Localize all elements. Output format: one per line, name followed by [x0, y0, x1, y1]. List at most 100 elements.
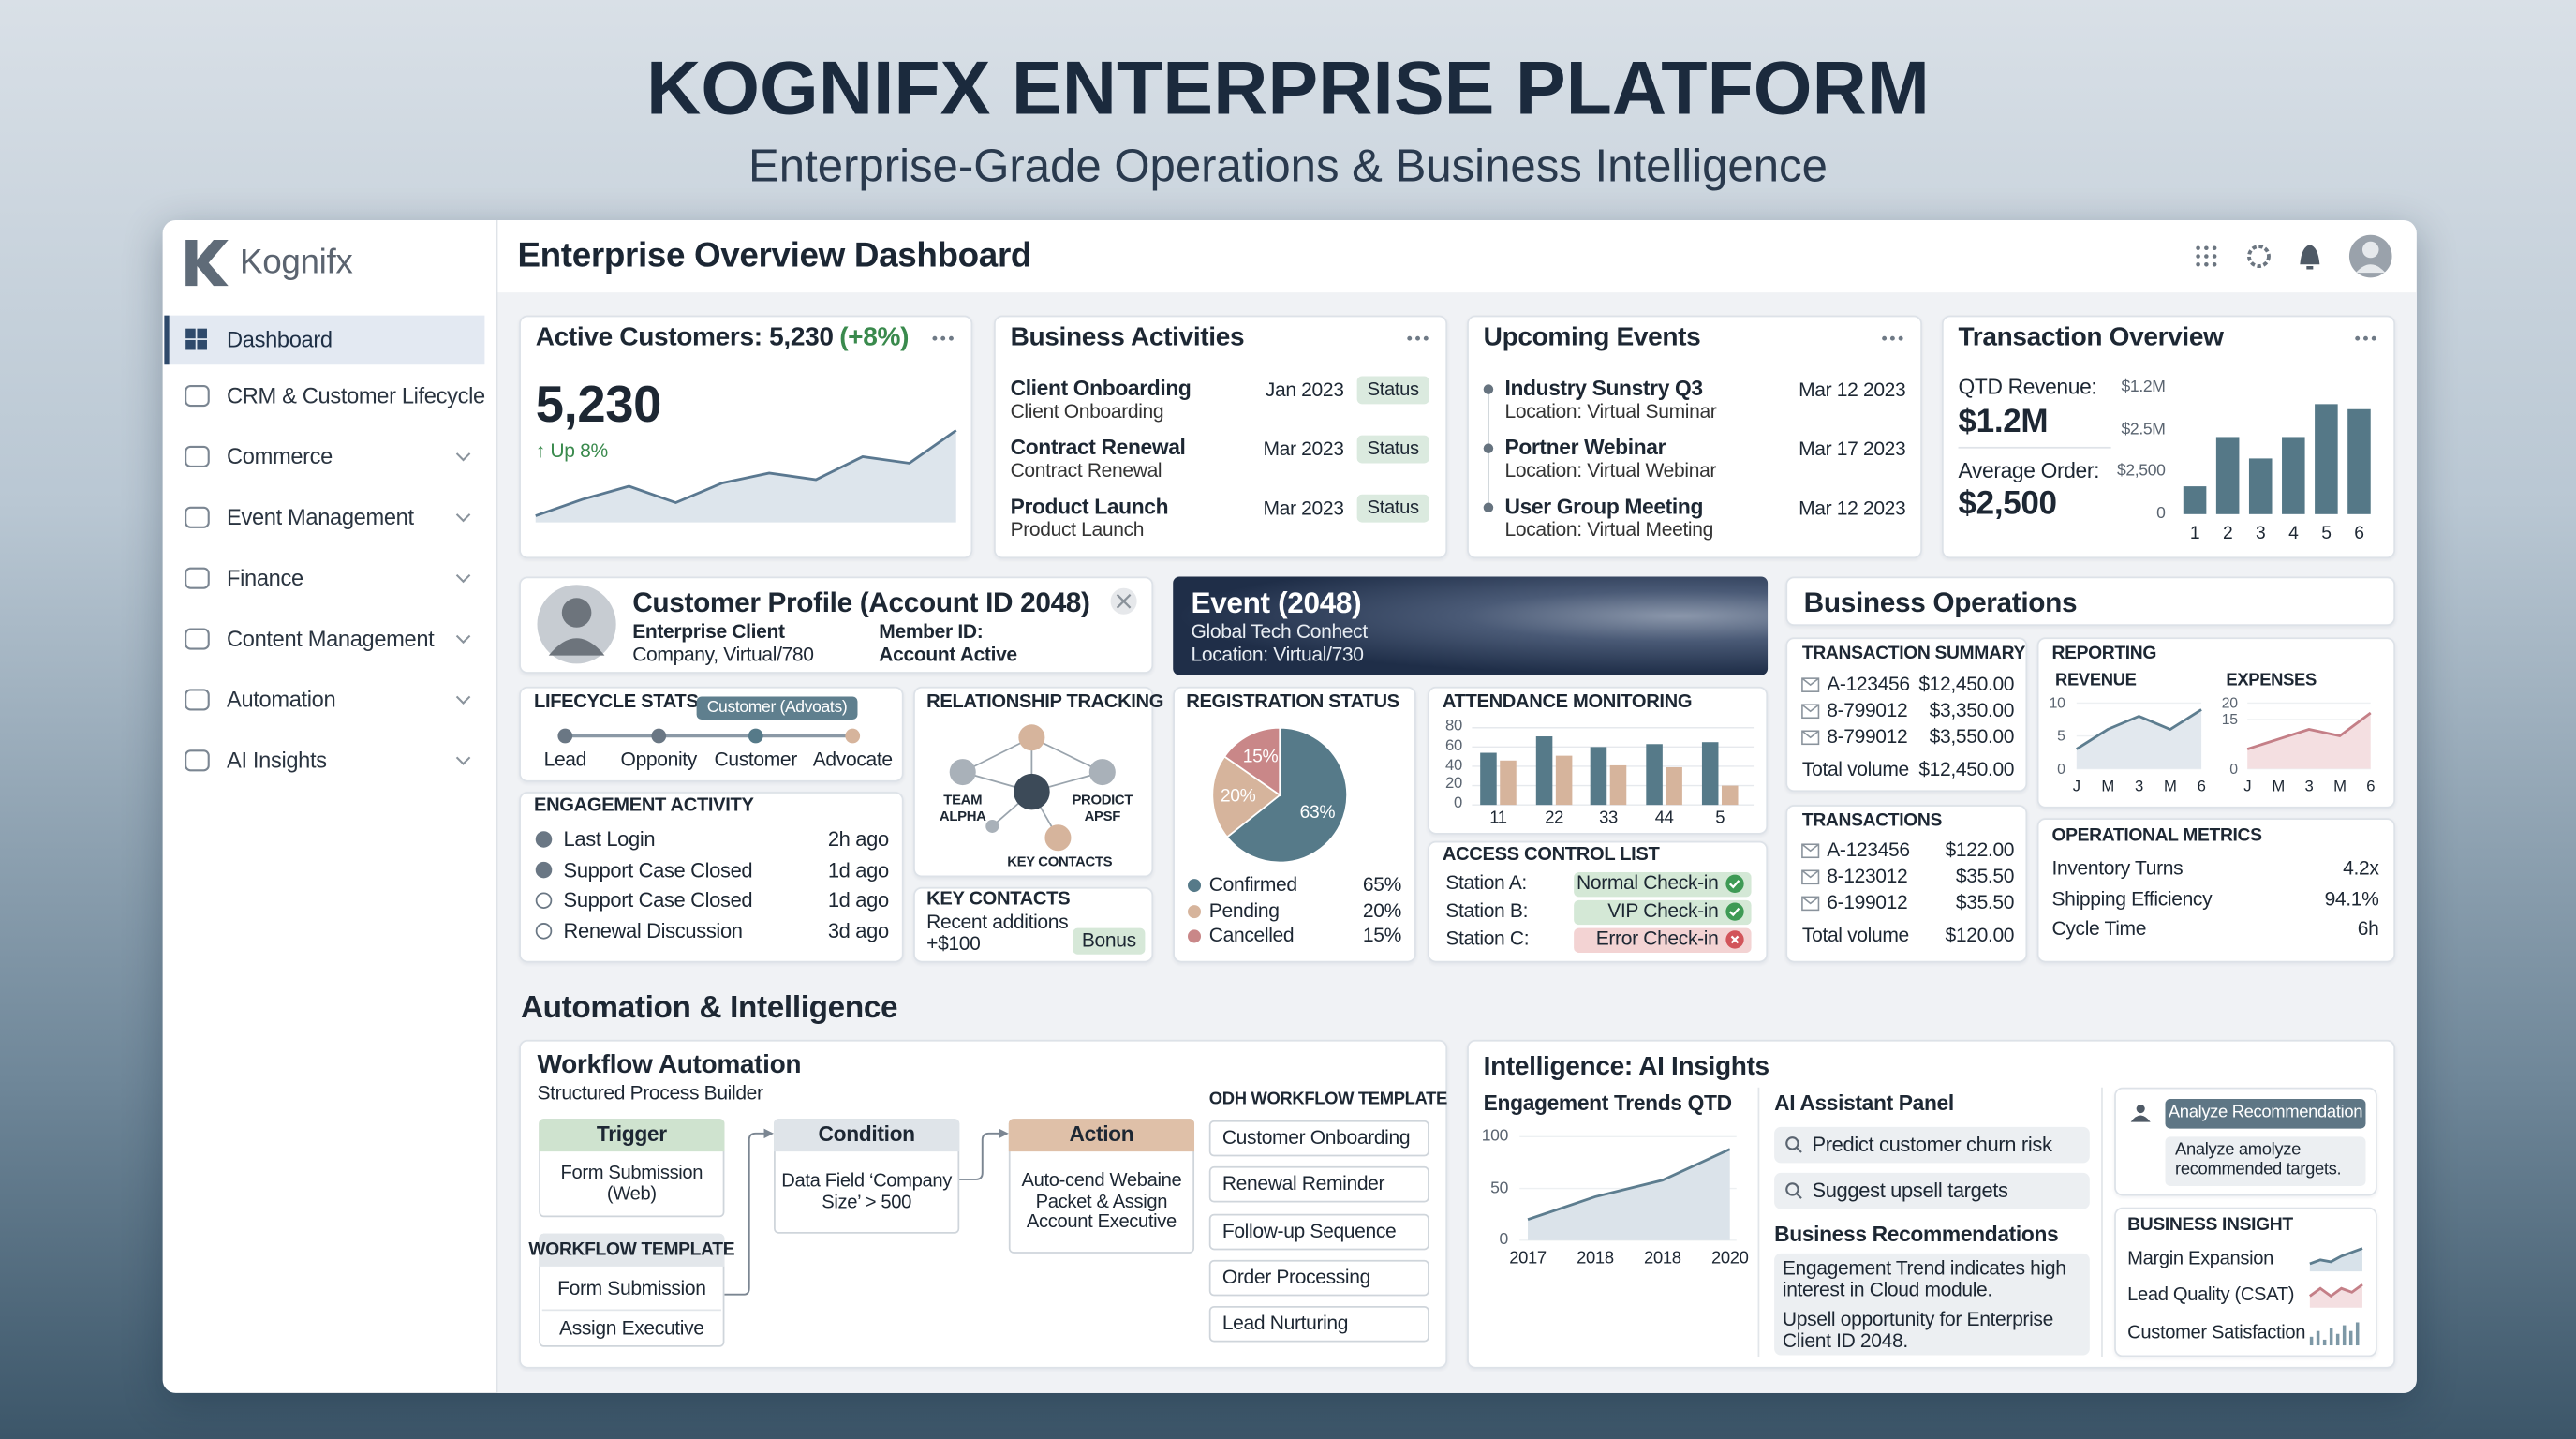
- x-tick-label: 2020: [1710, 1248, 1749, 1268]
- divider: [541, 1309, 721, 1312]
- nav-item[interactable]: [164, 554, 484, 603]
- profile-type: Enterprise Client: [632, 619, 785, 644]
- trend-chart: [1519, 1135, 1737, 1241]
- toolbar-button[interactable]: [2197, 236, 2240, 279]
- card-title: Active Customers: 5,230: [535, 323, 834, 352]
- transaction-id: 6-199012: [1827, 890, 1908, 914]
- search-icon: [1785, 1182, 1802, 1199]
- divider: [1757, 1087, 1760, 1357]
- engagement-card: [519, 792, 904, 963]
- menu-dot: [1423, 335, 1429, 341]
- legend-swatch: [1187, 879, 1202, 893]
- prompt-button[interactable]: [1774, 1172, 2090, 1209]
- envelope-flap: [1801, 704, 1819, 713]
- analyze-button[interactable]: [2165, 1099, 2366, 1129]
- more-menu[interactable]: [1879, 334, 1905, 344]
- recommendations-box: [1774, 1253, 2090, 1356]
- insight-label: Customer Satisfaction: [2127, 1323, 2306, 1343]
- metric-value: 6h: [2357, 916, 2379, 941]
- stage-dot: [651, 728, 667, 744]
- x-tick-label: M: [2333, 778, 2347, 796]
- activity-title: Client Onboarding: [1010, 376, 1192, 401]
- close-button[interactable]: [1109, 586, 1139, 616]
- menu-dot: [948, 335, 954, 341]
- sidebar-divider: [496, 219, 498, 1393]
- prompt-label: Predict customer churn risk: [1812, 1133, 2052, 1157]
- toolbar-button[interactable]: [2300, 236, 2343, 279]
- bar: [2248, 458, 2273, 514]
- x-tick-label: 3: [2256, 524, 2266, 544]
- step-title: Condition: [818, 1121, 916, 1147]
- apps-dot: [2196, 262, 2200, 267]
- icon-part: [185, 506, 210, 528]
- y-tick-label: 20: [2221, 694, 2238, 712]
- y-tick-label: 0: [2229, 760, 2238, 778]
- insight-area: [2309, 1284, 2362, 1308]
- network-node: [1018, 724, 1045, 751]
- x-tick-label: 11: [1489, 808, 1507, 828]
- menu-dot: [1882, 335, 1888, 341]
- template-option[interactable]: [1208, 1120, 1429, 1157]
- more-menu[interactable]: [1404, 334, 1430, 344]
- legend-value: 15%: [1362, 923, 1401, 947]
- toolbar-button[interactable]: [2249, 236, 2292, 279]
- status-badge[interactable]: [1356, 494, 1429, 523]
- template-option[interactable]: [1208, 1213, 1429, 1250]
- toolbar-button[interactable]: [2349, 236, 2392, 279]
- event-location: Location: Virtual/730: [1191, 643, 1364, 666]
- attendance-chart: [1472, 727, 1755, 806]
- x-tick-label: M: [2164, 778, 2177, 796]
- card-title: REPORTING: [2051, 644, 2157, 664]
- network-node: [985, 819, 999, 833]
- apps-dot: [2204, 254, 2209, 259]
- legend-dot: [1187, 879, 1202, 893]
- y-tick-label: 20: [1445, 775, 1462, 794]
- more-menu[interactable]: [2352, 334, 2378, 344]
- status-badge[interactable]: [1356, 376, 1429, 405]
- menu-dot: [2371, 335, 2376, 341]
- chevron-line: [455, 573, 471, 584]
- x-tick-label: 44: [1654, 808, 1674, 828]
- spark-bar: [2342, 1325, 2347, 1346]
- activity-title: Product Launch: [1010, 494, 1169, 519]
- status-badge[interactable]: [1356, 435, 1429, 464]
- spark-bar: [2316, 1330, 2320, 1346]
- slice-label: 20%: [1220, 786, 1256, 807]
- business-operations-header: [1785, 576, 2396, 627]
- bar: [1590, 747, 1607, 806]
- template-option[interactable]: [1208, 1306, 1429, 1343]
- apps-dot: [2196, 245, 2200, 251]
- nav-icon: [185, 384, 210, 408]
- template-option[interactable]: [1208, 1166, 1429, 1204]
- y-tick-label: 0: [2057, 760, 2065, 778]
- insight-sparkline: [2309, 1322, 2360, 1346]
- prompt-button[interactable]: [1774, 1126, 2090, 1164]
- envelope: [1801, 730, 1820, 746]
- y-tick-label: 0: [1499, 1231, 1509, 1250]
- template-option-label: Follow-up Sequence: [1221, 1218, 1397, 1242]
- status-icon: [1725, 902, 1744, 921]
- arrowhead: [763, 1128, 775, 1139]
- connector: [724, 1132, 766, 1296]
- x-tick-label: 6: [2354, 524, 2364, 544]
- more-menu[interactable]: [930, 334, 956, 344]
- status-glyph: [1728, 907, 1740, 917]
- transaction-amount: $122.00: [1945, 838, 2015, 862]
- apps-dot: [2196, 254, 2200, 259]
- settings-icon: [2247, 245, 2271, 268]
- icon-part: [185, 339, 196, 350]
- envelope-flap: [1801, 869, 1819, 879]
- x-tick-label: J: [2072, 778, 2080, 796]
- total-label: Total volume: [1801, 923, 1909, 947]
- status-label: VIP Check-in: [1607, 898, 1719, 923]
- arrowhead: [999, 1128, 1009, 1139]
- status-icon: [1725, 874, 1744, 893]
- divider: [2101, 1087, 2103, 1357]
- trend-line: [1527, 1148, 1731, 1222]
- insight-sparkline: [2309, 1283, 2363, 1308]
- status-glyph: [1730, 935, 1740, 944]
- template-option[interactable]: [1208, 1259, 1429, 1297]
- y-tick-label: $2,500: [2116, 462, 2166, 481]
